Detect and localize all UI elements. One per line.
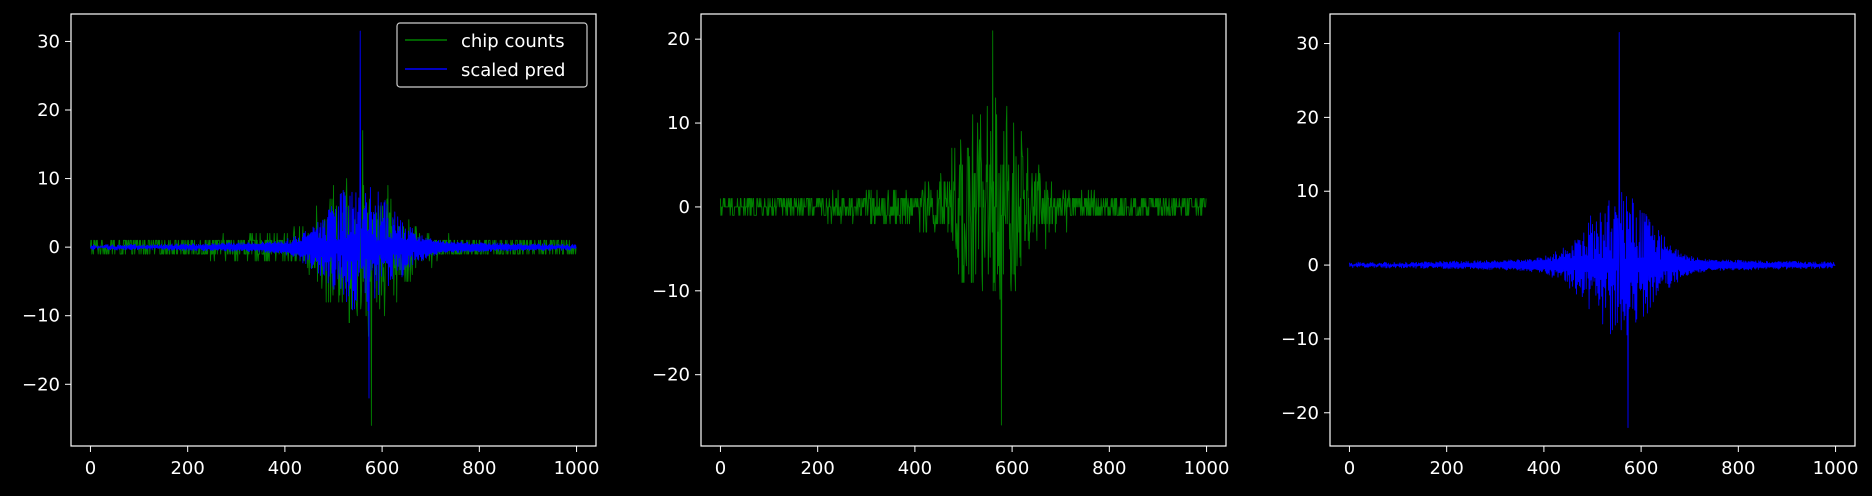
x-tick-label: 400 xyxy=(898,458,932,479)
series-line-s0 xyxy=(719,30,1207,426)
axes-frame xyxy=(700,13,1227,447)
y-tick-label: 20 xyxy=(37,100,60,121)
x-tick-label: 1000 xyxy=(1813,458,1859,479)
axes-frame xyxy=(70,13,597,447)
x-tick-label: 600 xyxy=(1624,458,1658,479)
x-tick-label: 600 xyxy=(995,458,1029,479)
legend-label-chip-counts: chip counts xyxy=(461,31,565,52)
x-tick-label: 400 xyxy=(268,458,302,479)
x-tick-label: 0 xyxy=(1344,458,1355,479)
legend: chip counts scaled pred xyxy=(396,22,588,88)
y-tick-label: 20 xyxy=(1296,107,1319,128)
x-tick-label: 200 xyxy=(800,458,834,479)
x-tick-label: 0 xyxy=(85,458,96,479)
y-tick-label: 0 xyxy=(49,237,60,258)
x-tick-label: 800 xyxy=(1092,458,1126,479)
series-line-scaled-pred xyxy=(89,30,577,399)
y-tick-label: −20 xyxy=(652,365,690,386)
y-tick-label: 20 xyxy=(667,29,690,50)
legend-box xyxy=(396,22,588,88)
x-tick-label: 800 xyxy=(1721,458,1755,479)
y-tick-label: −20 xyxy=(1281,403,1319,424)
y-tick-label: −20 xyxy=(22,374,60,395)
y-tick-label: 30 xyxy=(1296,34,1319,55)
x-tick-label: 400 xyxy=(1527,458,1561,479)
x-tick-label: 200 xyxy=(1429,458,1463,479)
axes-frame xyxy=(1329,13,1856,447)
chart-panel-3: 0 200 400 600 800 1000 −20 −10 0 10 20 30 xyxy=(1281,13,1859,479)
series-line-s0 xyxy=(1348,32,1836,428)
y-tick-label: 10 xyxy=(37,169,60,190)
y-tick-label: 10 xyxy=(1296,181,1319,202)
x-tick-label: 600 xyxy=(365,458,399,479)
y-tick-label: −10 xyxy=(652,281,690,302)
x-tick-label: 800 xyxy=(462,458,496,479)
legend-label-scaled-pred: scaled pred xyxy=(461,60,565,81)
y-tick-label: −10 xyxy=(22,306,60,327)
x-tick-label: 0 xyxy=(715,458,726,479)
chart-panel-1: 0 200 400 600 800 1000 −20 −10 0 10 20 30 xyxy=(22,13,600,479)
x-tick-label: 1000 xyxy=(1184,458,1230,479)
y-tick-label: 0 xyxy=(1308,255,1319,276)
y-tick-label: 10 xyxy=(667,113,690,134)
y-tick-label: 0 xyxy=(679,197,690,218)
x-tick-label: 1000 xyxy=(554,458,600,479)
y-tick-label: −10 xyxy=(1281,329,1319,350)
y-tick-label: 30 xyxy=(37,31,60,52)
chart-panel-2: 0 200 400 600 800 1000 −20 −10 0 10 20 xyxy=(652,13,1230,479)
x-tick-label: 200 xyxy=(170,458,204,479)
